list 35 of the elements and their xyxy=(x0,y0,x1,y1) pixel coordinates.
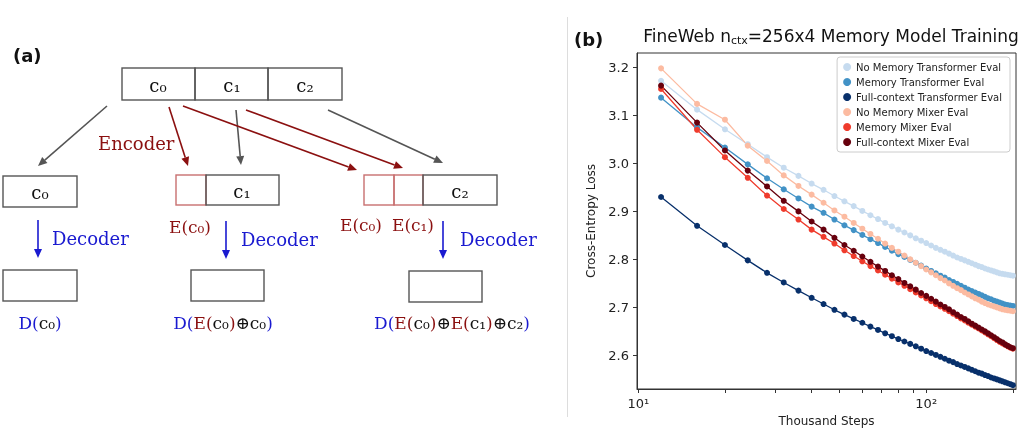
text: Decoder xyxy=(52,228,130,249)
y-tick-label: 3.0 xyxy=(608,155,629,171)
y-tick-label: 3.2 xyxy=(608,59,629,75)
x-tick-label: 10² xyxy=(915,396,938,411)
y-tick-label: 2.7 xyxy=(608,299,629,315)
text: E(c₀) xyxy=(339,215,383,235)
text: (b) xyxy=(574,28,604,50)
legend-label: Full-context Transformer Eval xyxy=(856,91,1002,103)
x-tick-label: 10¹ xyxy=(627,396,650,411)
x-axis-title: Thousand Steps xyxy=(777,413,875,428)
text: E(c₁) xyxy=(391,215,435,235)
text: (a) xyxy=(13,45,42,66)
text: c₀ xyxy=(149,75,167,96)
text: D(c₀) xyxy=(18,313,62,333)
y-tick-label: 2.6 xyxy=(608,347,629,363)
text: c₁ xyxy=(233,181,251,202)
text: D(E(c₀)⊕E(c₁)⊕c₂) xyxy=(374,313,530,333)
y-tick-label: 3.1 xyxy=(608,107,629,123)
text: c₀ xyxy=(31,182,49,203)
text: c₁ xyxy=(223,75,241,96)
legend-label: Memory Mixer Eval xyxy=(856,121,952,133)
legend-label: No Memory Mixer Eval xyxy=(856,106,969,118)
text: E(c₀) xyxy=(168,217,212,237)
y-axis-title: Cross-Entropy Loss xyxy=(584,164,599,278)
text: Decoder xyxy=(460,229,538,250)
legend-label: Full-context Mixer Eval xyxy=(856,136,970,148)
y-tick-label: 2.9 xyxy=(608,203,629,219)
legend-label: No Memory Transformer Eval xyxy=(856,61,1002,73)
legend-label: Memory Transformer Eval xyxy=(856,76,985,88)
text: Encoder xyxy=(98,133,175,154)
y-tick-label: 2.8 xyxy=(608,251,629,267)
text: D(E(c₀)⊕c₀) xyxy=(173,313,273,333)
text: c₂ xyxy=(296,75,314,96)
text: c₂ xyxy=(451,181,469,202)
text: Decoder xyxy=(241,229,319,250)
